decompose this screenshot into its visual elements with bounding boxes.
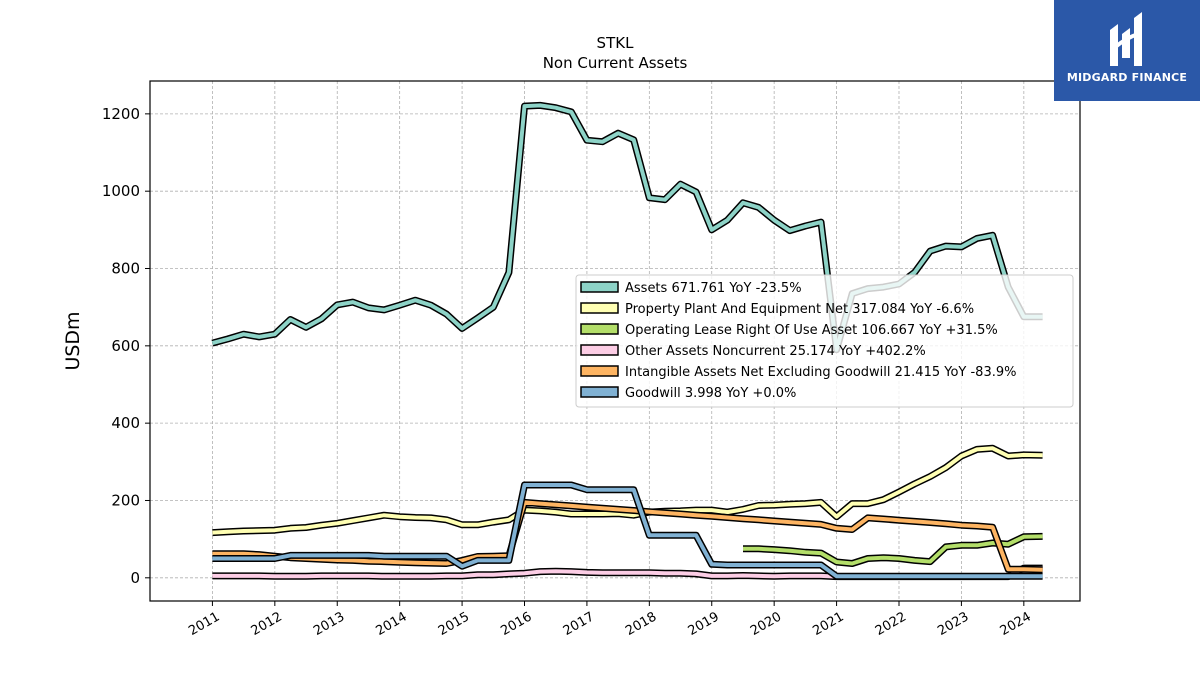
x-tick-label: 2013	[311, 609, 347, 639]
x-tick-label: 2015	[436, 609, 472, 639]
legend-label-0: Assets 671.761 YoY -23.5%	[625, 281, 802, 296]
legend-swatch-0	[580, 281, 619, 293]
y-tick-label: 1000	[102, 182, 140, 200]
series-line-5	[212, 483, 1043, 579]
x-tick-label: 2022	[873, 609, 909, 639]
legend-label-1: Property Plant And Equipment Net 317.084…	[625, 302, 974, 317]
y-tick-label: 0	[130, 569, 140, 587]
legend-label-4: Intangible Assets Net Excluding Goodwill…	[625, 365, 1016, 380]
x-axis: 2011 2012 2013 2014 2015 2016 2017 2018 2019 2020…	[186, 601, 1034, 639]
x-tick-label: 2019	[686, 609, 722, 639]
plot-frame	[149, 80, 1081, 602]
x-tick-label: 2014	[374, 609, 410, 639]
legend-swatch-5	[580, 386, 619, 398]
series-layer	[211, 101, 1043, 581]
legend-label-2: Operating Lease Right Of Use Asset 106.6…	[625, 323, 998, 338]
legend-label-5: Goodwill 3.998 YoY +0.0%	[625, 386, 796, 401]
brand-logo: MIDGARD FINANCE	[1054, 0, 1200, 101]
legend-swatch-2	[580, 323, 619, 335]
x-tick-label: 2023	[935, 609, 971, 639]
x-tick-label: 2011	[186, 609, 222, 639]
series-line-2	[743, 534, 1043, 566]
x-tick-label: 2016	[498, 609, 534, 639]
y-axis: 0 200 400 600 800 1000 1200	[102, 105, 150, 587]
y-tick-label: 200	[111, 491, 140, 509]
chart-title: STKL	[597, 34, 635, 52]
y-tick-label: 600	[111, 337, 140, 355]
x-tick-label: 2024	[998, 609, 1034, 639]
y-axis-label: USDm	[62, 311, 84, 370]
brand-name: MIDGARD FINANCE	[1066, 71, 1188, 84]
legend-swatch-4	[580, 365, 619, 377]
legend-box	[575, 274, 1074, 408]
logo-icon	[1110, 12, 1142, 66]
x-tick-label: 2017	[561, 609, 597, 639]
legend-swatch-1	[580, 302, 619, 314]
chart-subtitle: Non Current Assets	[543, 54, 688, 72]
y-tick-label: 800	[111, 260, 140, 278]
y-tick-label: 400	[111, 414, 140, 432]
legend-swatch-3	[580, 344, 619, 356]
legend: Assets 671.761 YoY -23.5% Property Plant …	[575, 274, 1074, 408]
legend-label-3: Other Assets Noncurrent 25.174 YoY +402.…	[625, 344, 926, 359]
series-line-4	[212, 500, 1043, 572]
x-tick-label: 2018	[623, 609, 659, 639]
x-tick-label: 2021	[810, 609, 846, 639]
x-tick-label: 2020	[748, 609, 784, 639]
y-tick-label: 1200	[102, 105, 140, 123]
x-tick-label: 2012	[249, 609, 285, 639]
series-line-1	[212, 446, 1043, 535]
